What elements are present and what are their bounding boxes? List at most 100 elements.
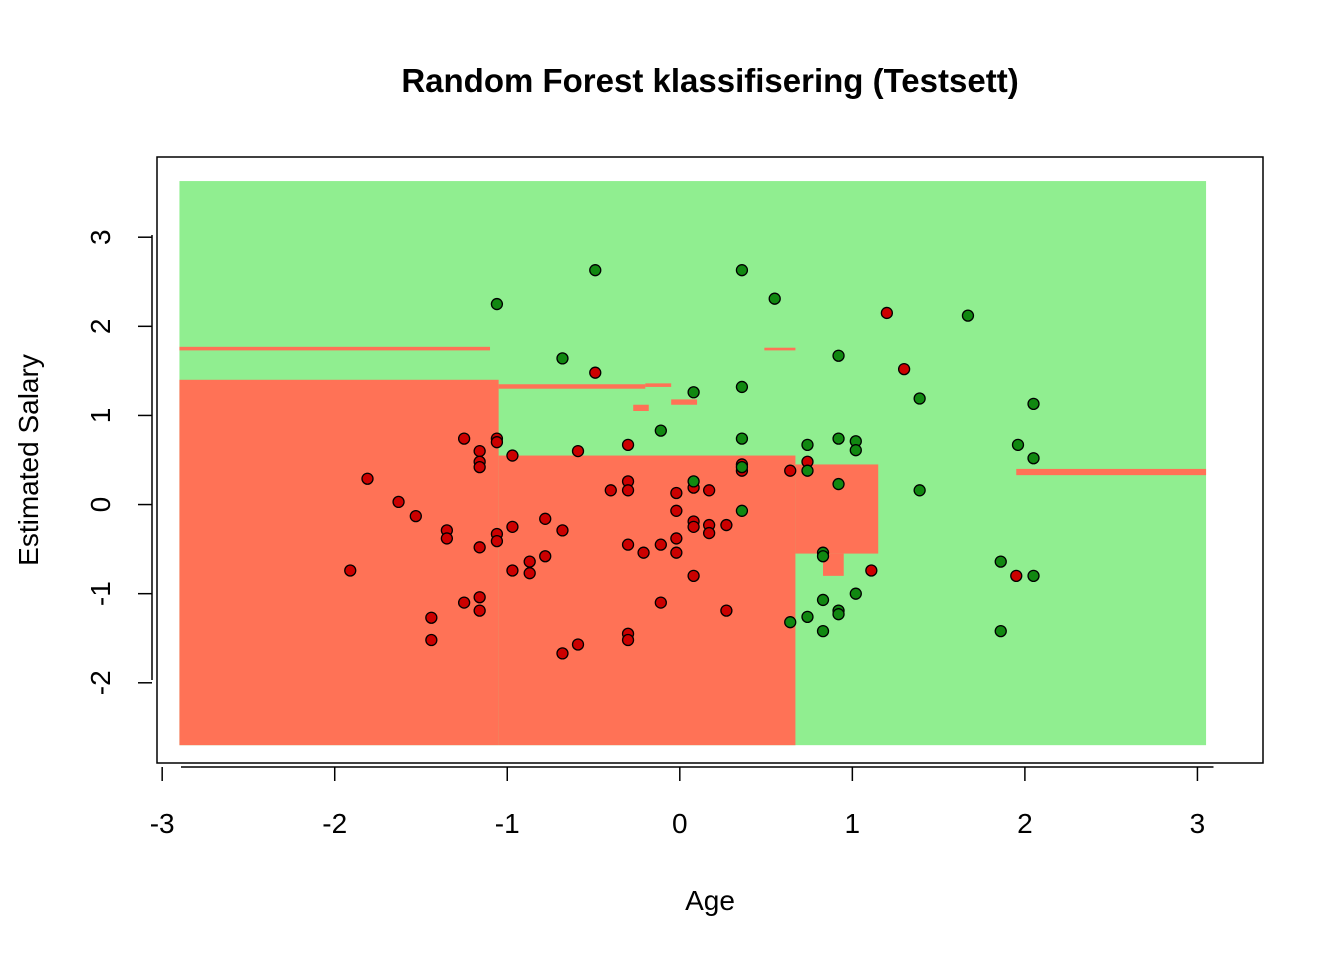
point-class-0 [473, 460, 486, 474]
point-class-1 [735, 504, 749, 517]
point-class-0 [637, 546, 650, 559]
point-class-0 [556, 647, 569, 660]
point-class-0 [720, 518, 733, 532]
point-class-1 [816, 624, 830, 638]
point-class-1 [687, 386, 700, 399]
point-class-1 [994, 624, 1007, 638]
point-class-1 [589, 264, 602, 277]
point-class-0 [654, 538, 667, 551]
y-tick-label: -2 [85, 670, 116, 695]
point-class-1 [1011, 438, 1025, 452]
point-class-0 [409, 509, 422, 523]
point-class-0 [670, 546, 683, 559]
point-class-1 [994, 555, 1007, 568]
point-class-0 [784, 464, 797, 477]
point-class-1 [490, 297, 504, 311]
point-class-0 [687, 569, 700, 583]
point-class-0 [473, 444, 486, 458]
point-class-0 [571, 638, 585, 651]
point-class-0 [865, 564, 878, 577]
region-class-0 [671, 399, 698, 405]
decision-regions [179, 181, 1207, 746]
chart-title: Random Forest klassifisering (Testsett) [401, 62, 1018, 99]
point-class-1 [1027, 569, 1040, 583]
region-class-0 [179, 379, 499, 746]
point-class-1 [913, 392, 926, 405]
point-class-0 [604, 484, 617, 497]
point-class-1 [801, 438, 814, 452]
point-class-0 [361, 472, 374, 485]
region-class-0 [633, 404, 649, 411]
point-class-1 [849, 587, 862, 600]
point-class-1 [735, 432, 749, 445]
y-tick-label: 2 [85, 319, 116, 335]
point-class-0 [506, 520, 519, 533]
point-class-0 [506, 564, 519, 577]
point-class-0 [621, 484, 635, 497]
point-class-0 [1010, 569, 1023, 583]
y-tick-label: 3 [85, 229, 116, 245]
point-class-0 [490, 436, 504, 449]
point-class-1 [816, 550, 830, 563]
point-class-0 [621, 438, 635, 452]
point-class-0 [897, 362, 911, 376]
point-class-1 [1027, 397, 1040, 411]
point-class-1 [849, 444, 862, 457]
point-class-0 [687, 520, 700, 533]
point-class-0 [702, 484, 716, 497]
x-tick-label: 2 [1017, 808, 1033, 839]
point-class-0 [621, 633, 635, 647]
region-class-0 [179, 346, 491, 351]
point-class-0 [344, 564, 357, 577]
point-class-1 [556, 352, 569, 365]
point-class-0 [473, 541, 486, 554]
region-class-0 [1016, 468, 1207, 476]
y-tick-label: 0 [85, 497, 116, 513]
point-class-0 [702, 526, 716, 540]
point-class-0 [457, 432, 471, 445]
y-tick-label: -1 [85, 581, 116, 606]
point-class-1 [735, 264, 749, 277]
x-axis-label: Age [685, 885, 735, 916]
point-class-0 [880, 306, 894, 320]
plot-box [156, 156, 1264, 764]
point-class-0 [720, 604, 733, 617]
point-class-1 [687, 475, 700, 488]
point-class-0 [556, 524, 569, 537]
point-class-0 [621, 538, 635, 551]
x-axis: -3 -2 -1 0 1 2 3 [150, 766, 1214, 839]
point-class-0 [523, 555, 536, 568]
point-class-0 [670, 532, 683, 545]
y-tick-label: 1 [85, 408, 116, 424]
region-class-0 [645, 383, 672, 387]
region-class-0 [764, 347, 796, 351]
x-tick-label: 3 [1190, 808, 1206, 839]
region-class-0 [498, 384, 646, 389]
point-class-0 [589, 366, 602, 379]
point-class-0 [670, 486, 683, 500]
point-class-1 [832, 349, 845, 362]
point-class-0 [440, 532, 454, 545]
point-class-1 [913, 484, 926, 497]
point-class-0 [392, 495, 405, 509]
point-class-1 [832, 477, 845, 491]
point-class-1 [654, 424, 667, 437]
point-class-1 [816, 593, 830, 607]
y-axis: -2 -1 0 1 2 3 [85, 229, 153, 695]
region-class-0 [498, 455, 796, 746]
point-class-1 [961, 309, 975, 322]
point-class-1 [735, 460, 749, 474]
point-class-0 [425, 633, 438, 647]
point-class-0 [539, 512, 552, 525]
point-class-0 [571, 444, 585, 458]
x-tick-label: 0 [672, 808, 688, 839]
y-axis-label: Estimated Salary [13, 354, 44, 566]
point-class-0 [654, 596, 667, 609]
point-class-1 [832, 608, 845, 621]
region-class-0 [795, 464, 879, 554]
point-class-0 [523, 567, 536, 580]
point-class-0 [473, 604, 486, 617]
point-class-1 [1027, 452, 1040, 465]
point-class-1 [735, 380, 749, 394]
